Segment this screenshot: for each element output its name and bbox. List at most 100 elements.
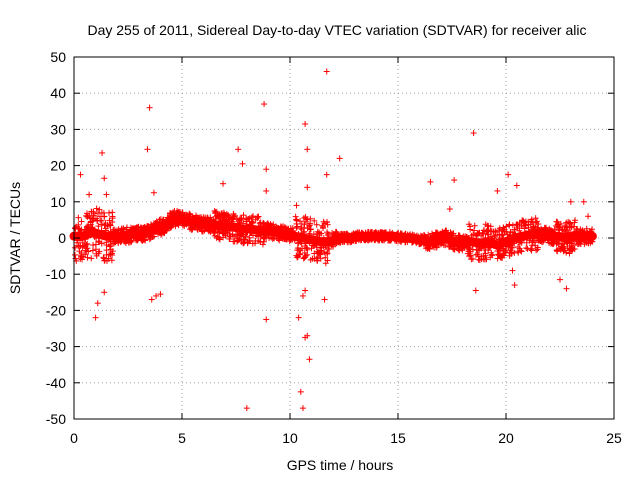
data-point [318, 247, 325, 254]
data-point [495, 251, 502, 258]
data-point [154, 225, 161, 232]
data-point [527, 234, 534, 241]
data-point [329, 234, 336, 241]
data-point [74, 239, 81, 246]
data-point [118, 225, 125, 232]
data-point [302, 237, 309, 244]
data-point [234, 234, 241, 241]
data-point [240, 220, 247, 227]
data-point [413, 235, 420, 242]
data-point [116, 233, 123, 240]
data-point [376, 234, 383, 241]
data-point [233, 238, 240, 245]
data-point [212, 210, 219, 217]
data-point [441, 236, 448, 243]
data-point [553, 240, 560, 247]
data-point [84, 224, 91, 231]
data-point [71, 251, 78, 258]
data-point [84, 213, 91, 220]
data-point [88, 255, 95, 262]
data-point [587, 232, 594, 239]
outlier-point [94, 300, 101, 307]
data-point [263, 227, 270, 234]
outlier-point [321, 296, 328, 303]
outlier-point [101, 289, 108, 296]
data-point [421, 235, 428, 242]
data-point [186, 218, 193, 225]
data-point [512, 230, 519, 237]
data-point [468, 232, 475, 239]
data-point [568, 223, 575, 230]
data-point [465, 248, 472, 255]
data-point [463, 244, 470, 251]
data-point [531, 239, 538, 246]
data-point [357, 232, 364, 239]
data-point [216, 236, 223, 243]
outlier-point [304, 184, 311, 191]
data-point [531, 233, 538, 240]
data-point [255, 223, 262, 230]
data-point [547, 229, 554, 236]
data-point [302, 252, 309, 259]
data-point [566, 250, 573, 257]
data-point [241, 239, 248, 246]
data-point [266, 235, 273, 242]
data-point [497, 241, 504, 248]
data-point [83, 241, 90, 248]
data-point [121, 230, 128, 237]
data-point [398, 230, 405, 237]
data-point [476, 246, 483, 253]
data-point [523, 245, 530, 252]
data-point [320, 235, 327, 242]
outlier-point [148, 296, 155, 303]
data-point [98, 217, 105, 224]
data-point [242, 233, 249, 240]
data-point [534, 244, 541, 251]
data-point [313, 241, 320, 248]
outlier-point [261, 101, 268, 108]
data-point [380, 230, 387, 237]
data-point [254, 215, 261, 222]
x-tick-label: 0 [70, 430, 78, 446]
data-point [506, 222, 513, 229]
data-point [559, 226, 566, 233]
data-point [186, 211, 193, 218]
x-axis-title: GPS time / hours [287, 457, 394, 473]
data-point [295, 239, 302, 246]
data-point [151, 228, 158, 235]
data-point [95, 210, 102, 217]
outlier-point [567, 198, 574, 205]
data-point [518, 239, 525, 246]
y-tick-label: 20 [50, 158, 66, 174]
data-point [147, 235, 154, 242]
data-point [89, 225, 96, 232]
data-point [175, 210, 182, 217]
data-point [572, 232, 579, 239]
y-tick-label: -30 [46, 339, 66, 355]
data-point [250, 232, 257, 239]
data-point [571, 246, 578, 253]
outlier-point [243, 405, 250, 412]
data-point [562, 223, 569, 230]
outlier-point [297, 388, 304, 395]
data-point [372, 236, 379, 243]
data-point [302, 243, 309, 250]
data-point [306, 239, 313, 246]
data-point [540, 227, 547, 234]
data-point [471, 222, 478, 229]
data-point [338, 235, 345, 242]
data-point [532, 224, 539, 231]
y-tick-label: 0 [58, 230, 66, 246]
data-point [101, 213, 108, 220]
data-point [272, 228, 279, 235]
outlier-point [494, 187, 501, 194]
data-point [521, 225, 528, 232]
data-point [298, 226, 305, 233]
data-point [274, 224, 281, 231]
outlier-point [235, 146, 242, 153]
y-tick-label: 40 [50, 85, 66, 101]
data-point [205, 216, 212, 223]
data-point [222, 228, 229, 235]
data-point [397, 235, 404, 242]
data-point [89, 216, 96, 223]
